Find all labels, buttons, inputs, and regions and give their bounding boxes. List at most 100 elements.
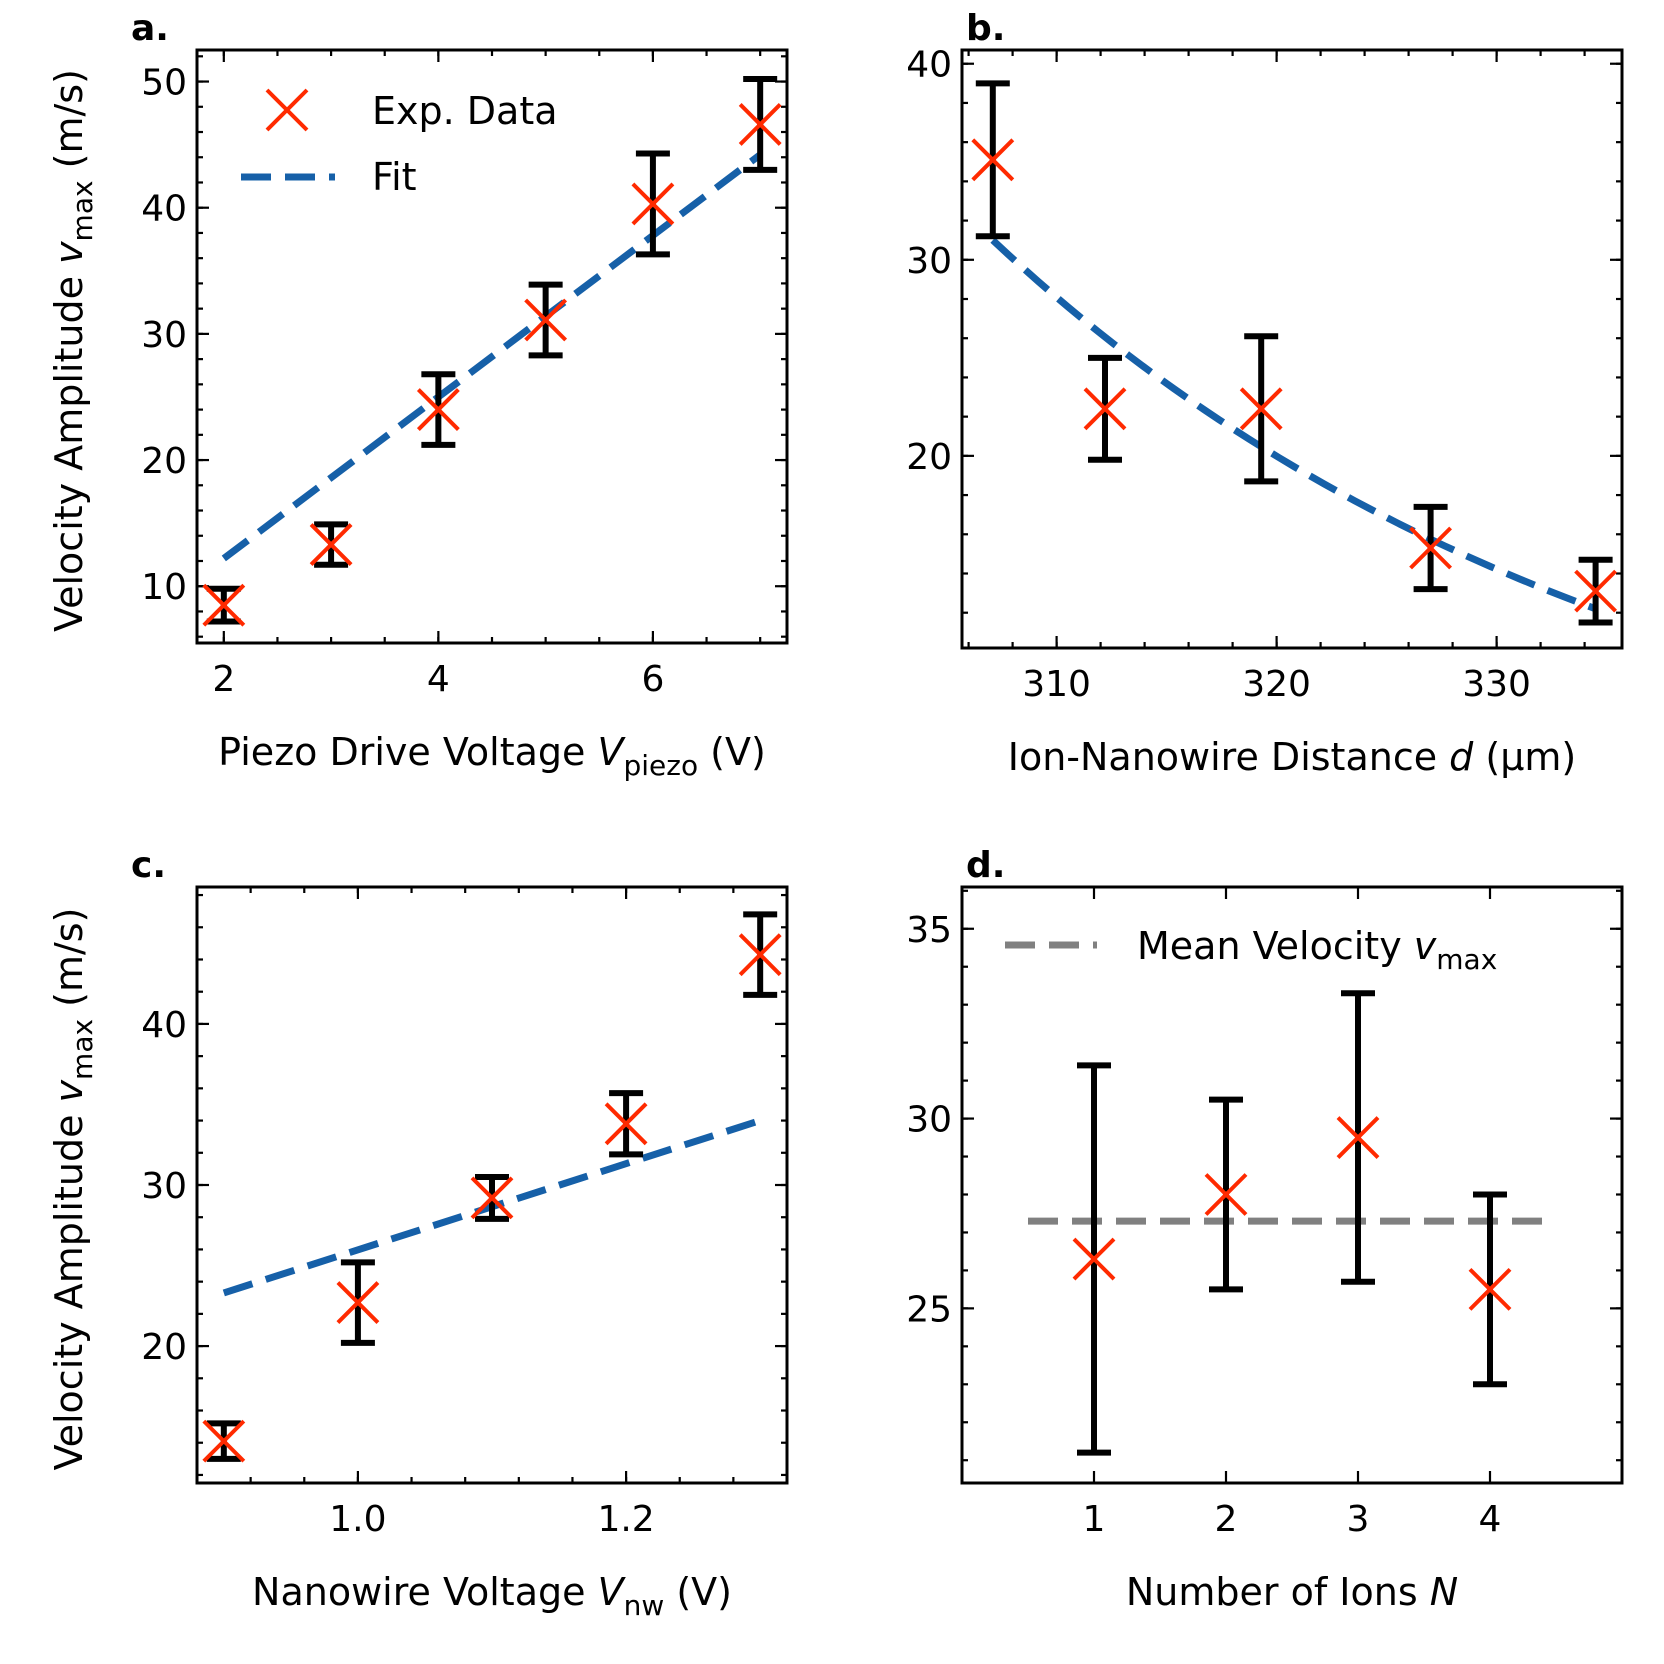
legend: Mean Velocity vmax [1005,924,1497,976]
data-point-marker [1574,569,1618,613]
y-tick-label: 40 [906,45,952,86]
legend-marker-swatch [265,88,309,132]
data-point-marker [470,1176,514,1220]
marker-stroke [604,1102,648,1146]
panel-a: a. 2 4 6 10 20 30 40 50 Piezo Drive Voltage Vpiez… [47,8,789,782]
y-tick-label: 30 [906,241,952,282]
y-axis-symbol: v [47,241,91,264]
x-axis-label-text: Piezo Drive Voltage [218,730,597,774]
marker-stroke [1409,526,1453,570]
plot-frame [960,48,1624,650]
y-tick-label: 50 [141,63,187,104]
marker-stroke [202,1419,246,1463]
x-axis-label-text: Ion-Nanowire Distance [1008,735,1449,779]
axis-ticks [197,887,787,1483]
data-point-marker [309,523,353,567]
data-point-marker [1083,387,1127,431]
panel-c: c. 1.0 1.2 20 30 40 Nanowire Voltage Vnw (V) Ve… [47,845,789,1622]
x-tick-label: 3 [1347,1499,1370,1540]
data-point-marker [971,138,1015,182]
marker-stroke [738,933,782,977]
marker-stroke [1072,1237,1116,1281]
legend-symbol: v [1414,924,1437,968]
y-tick-label: 20 [141,1327,187,1368]
marker-stroke [631,182,675,226]
x-axis-symbol: N [1430,1570,1458,1614]
panel-b: b. 310 320 330 20 30 40 Ion-Nanowire Distance d… [906,8,1624,779]
panel-label: a. [131,8,169,49]
y-tick-label: 10 [141,567,187,608]
x-axis-label: Piezo Drive Voltage Vpiezo (V) [218,730,766,782]
x-axis-symbol: V [598,1570,627,1614]
marker-stroke [1083,387,1127,431]
x-axis-label: Ion-Nanowire Distance d (μm) [1008,735,1576,779]
panel-label: d. [966,845,1005,886]
x-tick-label: 2 [212,659,235,700]
x-tick-label: 310 [1022,664,1091,705]
legend-subscript: max [1436,943,1497,976]
panel-label: c. [131,845,166,886]
x-axis-label-text: Nanowire Voltage [252,1570,598,1614]
y-axis-symbol: v [47,1079,91,1102]
data-point-marker [1336,1116,1380,1159]
x-axis-unit: (V) [698,730,766,774]
axis-ticks [962,50,1622,648]
x-axis-unit: (μm) [1473,735,1576,779]
x-axis-symbol: d [1449,735,1474,779]
data-point-marker [738,103,782,146]
x-tick-label: 1.0 [329,1499,386,1540]
data-point-marker [202,583,246,627]
y-tick-label: 20 [906,437,952,478]
axis-ticks [962,887,1622,1483]
marker-stroke [309,523,353,567]
marker-stroke [416,388,460,431]
axis-ticks [197,50,787,643]
panel-d: d. 1 2 3 4 25 30 35 Number of Ions N Mean Velocit… [906,845,1624,1614]
x-tick-label: 330 [1462,664,1531,705]
y-axis-label: Velocity Amplitude vmax (m/s) [47,908,99,1471]
x-axis-label: Number of Ions N [1126,1570,1458,1614]
marker-stroke [1204,1173,1248,1216]
marker-stroke [470,1176,514,1220]
data-point-marker [524,298,568,342]
data-point-marker [1239,387,1283,431]
data-point-marker [202,1419,246,1463]
x-tick-label: 6 [641,659,664,700]
marker-stroke [1239,387,1283,431]
x-tick-label: 320 [1242,664,1311,705]
data-point-marker [1072,1237,1116,1281]
marker-stroke [202,583,246,627]
data-point-marker [631,182,675,226]
x-axis-subscript: nw [624,1589,665,1622]
legend-label-data: Exp. Data [372,89,558,133]
data-point-marker [1409,526,1453,570]
legend: Exp. Data Fit [241,88,558,199]
data-point-marker [336,1281,380,1325]
marker-stroke [1336,1116,1380,1159]
y-axis-label-text: Velocity Amplitude [47,264,91,632]
data-point-marker [1468,1267,1512,1311]
y-tick-label: 30 [906,1100,952,1141]
marker-stroke [1574,569,1618,613]
fit-line [990,237,1597,613]
marker-stroke [738,103,782,146]
x-axis-symbol: V [597,730,626,774]
x-axis-unit: (V) [664,1570,732,1614]
y-tick-label: 25 [906,1289,952,1330]
marker-stroke [336,1281,380,1325]
panel-label: b. [966,8,1005,49]
y-axis-subscript: max [66,1019,99,1080]
x-axis-label-text: Number of Ions [1126,1570,1430,1614]
legend-label-text: Mean Velocity [1137,924,1414,968]
data-point-marker [738,933,782,977]
x-tick-label: 4 [427,659,450,700]
y-axis-label-text: Velocity Amplitude [47,1102,91,1470]
y-axis-unit: (m/s) [47,908,91,1019]
x-tick-label: 4 [1479,1499,1502,1540]
y-tick-label: 40 [141,1005,187,1046]
data-point-marker [416,388,460,431]
data-point-marker [604,1102,648,1146]
y-tick-label: 30 [141,1166,187,1207]
y-axis-label: Velocity Amplitude vmax (m/s) [47,69,99,632]
